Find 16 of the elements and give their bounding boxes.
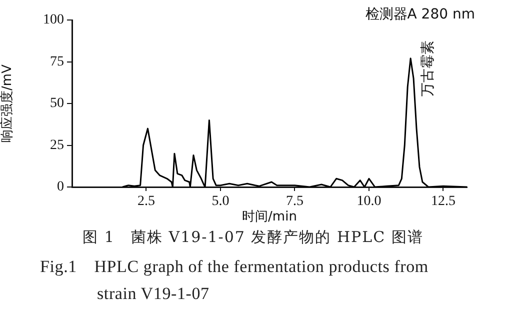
y-tick-label: 100 — [43, 12, 64, 28]
x-tick-label: 2.5 — [138, 194, 155, 210]
y-tick-label: 75 — [50, 54, 64, 70]
x-tick-label: 7.5 — [286, 194, 304, 210]
text: Fig.1 HPLC graph of the fermentation products from strain V19-1-07 — [40, 256, 430, 305]
annotation: 万古霉素 — [420, 40, 436, 96]
x-tick-label: 10.0 — [356, 194, 382, 210]
annotation: 检测器A 280 nm — [365, 6, 475, 23]
y-axis-title: 响应强度/mV — [0, 64, 16, 142]
x-axis-title: 时间/min — [242, 210, 297, 225]
text: 图 1 菌株 V19-1-07 发酵产物的 HPLC 图谱 — [82, 228, 424, 247]
y-tick-label: 50 — [50, 96, 64, 112]
x-tick-label: 5.0 — [212, 194, 230, 210]
y-tick-label: 0 — [57, 180, 64, 195]
x-tick-label: 12.5 — [430, 194, 456, 210]
y-tick-label: 25 — [50, 138, 64, 153]
